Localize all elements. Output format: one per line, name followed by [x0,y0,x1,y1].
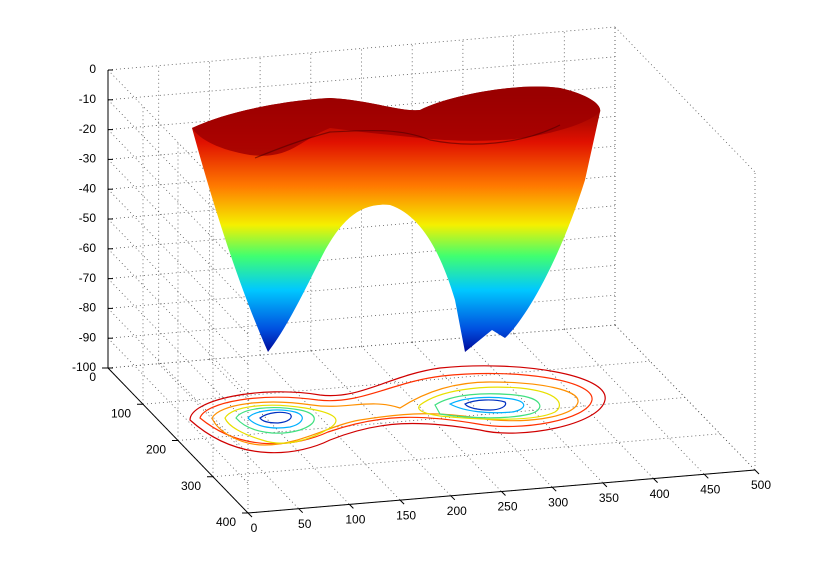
grid-layer [107,26,756,514]
grid-line [107,99,249,246]
grid-line [107,278,249,424]
x-tick [602,482,608,488]
grid-line [107,324,616,369]
x-tick-label: 150 [396,508,416,522]
x-tick-label: 50 [298,517,312,531]
x-tick-label: 350 [599,491,619,505]
grid-line [107,248,249,395]
grid-line [107,188,249,335]
x-tick [450,495,456,501]
y-tick-label: 100 [111,406,131,420]
x-tick [551,486,557,492]
y-tick-label: 300 [181,479,201,493]
y-tick-label: 400 [216,515,236,529]
x-tick [298,508,304,514]
x-tick-label: 0 [251,521,258,535]
z-tick-label: -70 [79,271,97,285]
y-tick-label: 0 [89,370,96,384]
x-tick-label: 300 [548,495,568,509]
grid-line [107,337,249,484]
z-tick-label: -20 [79,122,97,136]
x-tick-label: 500 [751,478,771,492]
x-tick [653,478,658,483]
x-tick [703,473,709,479]
x-tick-label: 250 [497,500,517,514]
z-tick-label: -100 [72,360,96,374]
grid-line [212,433,721,478]
grid-line [411,341,553,488]
box-edge [614,324,756,471]
y-axis [107,367,249,514]
surface [192,86,601,353]
grid-line [107,129,249,275]
grid-line [310,350,452,497]
z-tick-label: -80 [79,301,97,315]
box-edge [614,26,756,173]
x-tick [754,469,760,475]
grid-line [177,397,686,441]
z-tick-label: -50 [79,211,97,225]
x-tick [349,504,354,509]
z-tick-label: -30 [79,152,97,166]
x-tick-label: 200 [447,504,467,518]
grid-line [209,359,350,505]
grid-line [107,308,249,454]
axes: 0 50 100 150 200 250 300 350 400 450 500 0 100 200 300… [72,62,771,535]
grid-line [107,26,616,71]
grid-line [361,346,502,492]
y-tick-label: 200 [146,443,166,457]
x-tick-label: 450 [700,482,720,496]
grid-line [142,360,651,405]
grid-line [107,69,249,216]
contours [189,365,606,454]
grid-line [107,56,616,101]
x-tick [399,499,405,505]
grid-line [513,333,654,479]
x-axis [247,469,756,514]
z-tick-label: -60 [79,241,97,255]
z-tick-label: -90 [79,330,97,344]
x-tick-label: 400 [650,487,670,501]
grid-line [107,218,249,365]
grid-line [107,159,249,305]
z-tick-label: -10 [79,92,97,106]
z-tick-label: 0 [89,62,96,76]
x-tick-label: 100 [345,513,365,527]
z-tick-label: -40 [79,181,97,195]
grid-line [564,329,705,475]
x-tick [247,512,253,518]
x-tick [501,491,506,496]
grid-line [158,363,299,509]
